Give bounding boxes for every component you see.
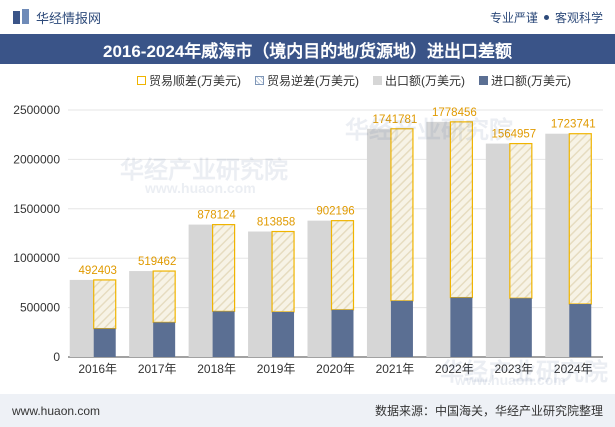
x-tick-label: 2019年	[257, 362, 296, 376]
footer-url[interactable]: www.huaon.com	[12, 403, 101, 418]
surplus-data-label: 902196	[316, 206, 354, 218]
import-bar	[509, 298, 532, 357]
legend-import-label: 进口额(万美元)	[491, 73, 571, 88]
y-tick-label: 2500000	[13, 103, 60, 117]
x-tick-label: 2023年	[494, 362, 533, 376]
surplus-bar	[449, 121, 473, 299]
import-bar	[450, 297, 473, 357]
surplus-bar	[271, 230, 295, 313]
legend-deficit-swatch	[255, 75, 264, 85]
import-bar	[390, 300, 413, 357]
surplus-bar	[568, 133, 592, 305]
y-tick-label: 2000000	[13, 152, 60, 166]
footer-source: 数据来源：中国海关，华经产业研究院整理	[374, 404, 603, 418]
legend-surplus: 贸易顺差(万美元)	[137, 72, 241, 89]
surplus-bar	[509, 142, 533, 299]
legend-export: 出口额(万美元)	[373, 72, 465, 89]
import-bar	[569, 304, 592, 357]
import-bar	[212, 311, 235, 357]
header-tags: 专业严谨 客观科学	[490, 9, 603, 26]
y-tick-label: 500000	[20, 301, 60, 315]
chart-title: 2016-2024年威海市（境内目的地/货源地）进出口差额	[0, 34, 615, 64]
separator-dot-icon	[543, 14, 549, 20]
chart-legend: 贸易顺差(万美元) 贸易逆差(万美元) 出口额(万美元) 进口额(万美元)	[0, 70, 615, 90]
surplus-bar	[330, 220, 355, 311]
surplus-bar	[152, 270, 176, 323]
brand-logo-icon	[13, 9, 29, 24]
import-bar	[272, 311, 295, 357]
x-tick-label: 2024年	[554, 362, 593, 376]
x-tick-label: 2022年	[435, 362, 474, 376]
surplus-data-label: 1741781	[373, 114, 418, 126]
import-bar	[153, 322, 176, 357]
surplus-data-label: 1723741	[551, 119, 596, 131]
surplus-data-label: 492403	[79, 265, 117, 277]
legend-deficit-label: 贸易逆差(万美元)	[267, 73, 359, 88]
import-bar	[93, 328, 116, 357]
import-bar	[331, 309, 354, 357]
x-tick-label: 2018年	[197, 362, 236, 376]
surplus-data-label: 813858	[257, 217, 295, 229]
surplus-bar	[212, 224, 236, 312]
footer: www.huaon.com 数据来源：中国海关，华经产业研究院整理	[0, 394, 615, 427]
surplus-data-label: 878124	[197, 210, 236, 222]
surplus-data-label: 519462	[138, 256, 176, 268]
bar-chart: 0 500000 1000000 1500000 2000000 2500000 49240…	[13, 103, 603, 376]
legend-deficit: 贸易逆差(万美元)	[255, 72, 359, 89]
tag-professional: 专业严谨	[489, 10, 538, 25]
x-tick-label: 2021年	[376, 362, 415, 376]
surplus-bar	[93, 279, 117, 330]
surplus-bar	[390, 128, 414, 302]
legend-surplus-swatch	[137, 75, 146, 85]
legend-import: 进口额(万美元)	[479, 72, 571, 89]
tag-objective: 客观科学	[554, 10, 603, 25]
legend-export-swatch	[373, 75, 382, 85]
y-tick-label: 1500000	[13, 202, 60, 216]
x-tick-label: 2020年	[316, 362, 355, 376]
surplus-data-label: 1564957	[491, 129, 536, 141]
legend-import-swatch	[479, 75, 488, 85]
y-tick-label: 0	[53, 350, 60, 364]
legend-surplus-label: 贸易顺差(万美元)	[149, 73, 241, 88]
brand: 华经情报网	[12, 8, 101, 27]
x-tick-label: 2017年	[138, 362, 177, 376]
plot-area: 0 500000 1000000 1500000 2000000 2500000 49240…	[13, 103, 603, 376]
brand-name: 华经情报网	[36, 10, 102, 26]
y-tick-label: 1000000	[13, 251, 60, 265]
surplus-data-label: 1778456	[432, 107, 477, 119]
x-tick-label: 2016年	[78, 362, 117, 376]
legend-export-label: 出口额(万美元)	[385, 73, 465, 88]
top-bar: 华经情报网 专业严谨 客观科学	[0, 0, 615, 34]
